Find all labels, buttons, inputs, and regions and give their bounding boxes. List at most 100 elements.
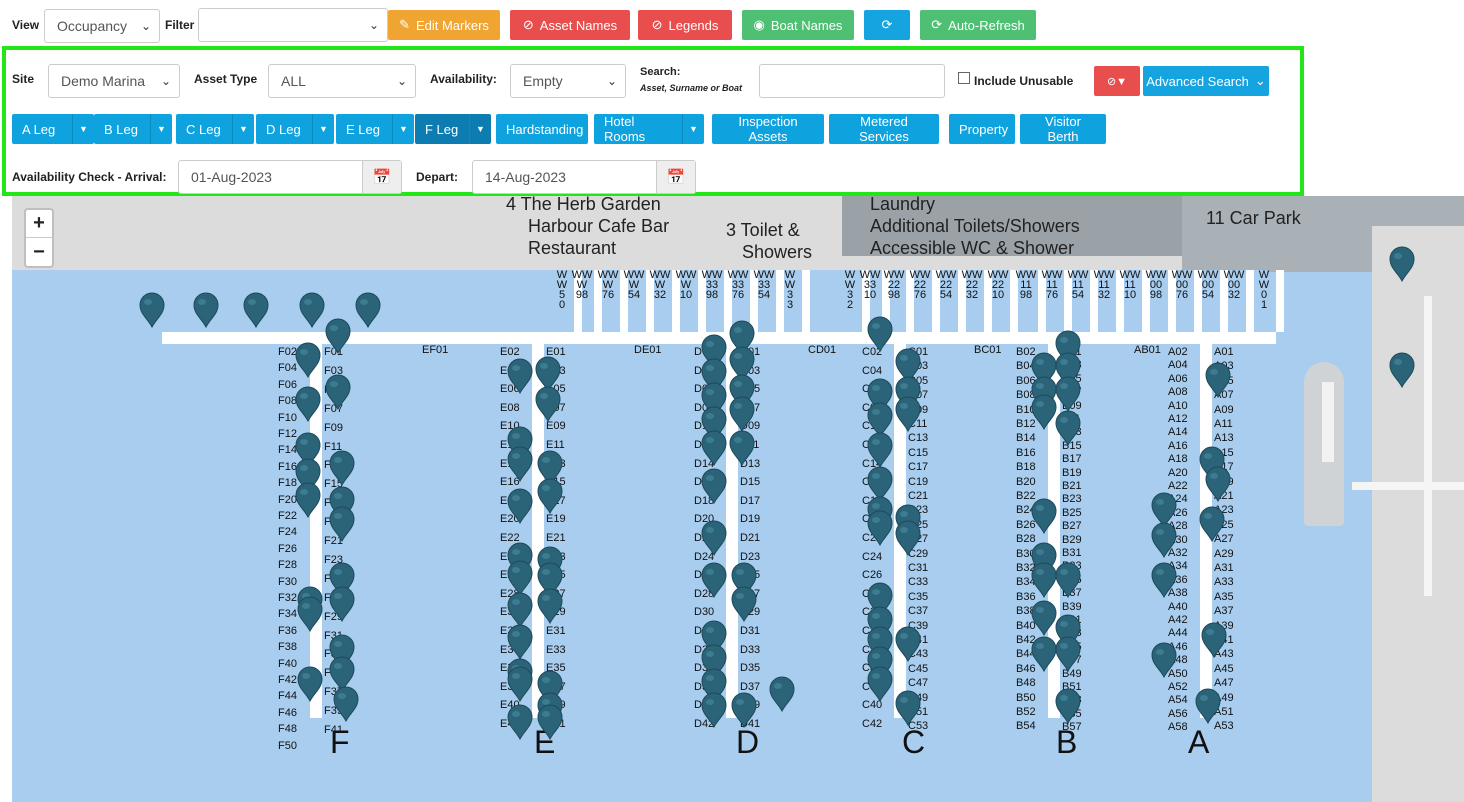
map-marker-icon[interactable]	[536, 450, 564, 487]
berth-b16[interactable]: B16	[1016, 446, 1036, 459]
map-marker-icon[interactable]	[536, 670, 564, 707]
berth-c15[interactable]: C15	[908, 446, 929, 459]
map-marker-icon[interactable]	[866, 582, 894, 619]
berth-f28[interactable]: F28	[278, 559, 297, 572]
berth-d35[interactable]: D35	[740, 662, 761, 675]
caret-down-icon[interactable]: ▼	[150, 114, 172, 144]
berth-b26[interactable]: B26	[1016, 518, 1036, 531]
berth-b24[interactable]: B24	[1016, 504, 1036, 517]
berth-f32[interactable]: F32	[278, 592, 297, 604]
caret-down-icon[interactable]: ▼	[392, 114, 414, 144]
map-marker-icon[interactable]	[700, 430, 728, 467]
search-input[interactable]	[759, 64, 945, 98]
map-marker-icon[interactable]	[728, 430, 756, 467]
map-marker-icon[interactable]	[1054, 614, 1082, 651]
map-marker-icon[interactable]	[1030, 562, 1058, 599]
map-marker-icon[interactable]	[894, 376, 922, 413]
berth-e19[interactable]: E19	[546, 513, 566, 526]
berth-a06[interactable]: A06	[1168, 372, 1188, 385]
asset-names-button[interactable]: ⊘ Asset Names	[510, 10, 630, 40]
berth-a13[interactable]: A13	[1214, 432, 1234, 445]
berth-a38[interactable]: A38	[1168, 587, 1188, 600]
map-marker-icon[interactable]	[324, 318, 352, 355]
map-marker-icon[interactable]	[506, 446, 534, 483]
leg-button-a-leg[interactable]: A Leg ▼	[12, 114, 94, 144]
berth-b29[interactable]: B29	[1062, 533, 1082, 546]
caret-down-icon[interactable]: ▼	[682, 114, 704, 144]
berth-c13[interactable]: C13	[908, 432, 929, 445]
map-marker-icon[interactable]	[328, 562, 356, 599]
map-marker-icon[interactable]	[728, 320, 756, 357]
auto-refresh-button[interactable]: ⟳ Auto-Refresh	[920, 10, 1036, 40]
map-marker-icon[interactable]	[328, 486, 356, 523]
berth-d33[interactable]: D33	[740, 643, 761, 656]
berth-f14[interactable]: F14	[278, 444, 297, 457]
berth-c02[interactable]: C02	[862, 346, 883, 358]
berth-b19[interactable]: B19	[1062, 466, 1082, 479]
berth-a12[interactable]: A12	[1168, 413, 1188, 425]
map-marker-icon[interactable]	[1198, 446, 1226, 483]
caret-down-icon[interactable]: ▼	[72, 114, 94, 144]
berth-b40[interactable]: B40	[1016, 619, 1036, 632]
map-marker-icon[interactable]	[1054, 410, 1082, 447]
berth-f26[interactable]: F26	[278, 542, 297, 555]
berth-a56[interactable]: A56	[1168, 707, 1188, 720]
berth-a20[interactable]: A20	[1168, 466, 1188, 479]
berth-d15[interactable]: D15	[740, 476, 761, 489]
map-marker-icon[interactable]	[536, 704, 564, 741]
berth-c29[interactable]: C29	[908, 547, 929, 560]
map-marker-icon[interactable]	[894, 626, 922, 663]
map-marker-icon[interactable]	[866, 466, 894, 503]
berth-f02[interactable]: F02	[278, 346, 297, 358]
map-marker-icon[interactable]	[730, 562, 758, 599]
map-marker-icon[interactable]	[506, 426, 534, 463]
berth-f41[interactable]: F41	[324, 724, 343, 736]
berth-a02[interactable]: A02	[1168, 346, 1188, 358]
berth-f18[interactable]: F18	[278, 477, 297, 490]
berth-a16[interactable]: A16	[1168, 439, 1188, 452]
map-marker-icon[interactable]	[728, 396, 756, 433]
legends-button[interactable]: ⊘ Legends	[638, 10, 732, 40]
map-marker-icon[interactable]	[700, 644, 728, 681]
map-marker-icon[interactable]	[328, 634, 356, 671]
map-marker-icon[interactable]	[1054, 688, 1082, 725]
berth-a09[interactable]: A09	[1214, 403, 1234, 416]
map-marker-icon[interactable]	[866, 432, 894, 469]
berth-c19[interactable]: C19	[908, 475, 929, 488]
berth-d18[interactable]: D18	[694, 494, 715, 507]
map-marker-icon[interactable]	[866, 378, 894, 415]
berth-f08[interactable]: F08	[278, 395, 297, 408]
berth-a31[interactable]: A31	[1214, 562, 1234, 574]
berth-f16[interactable]: F16	[278, 460, 297, 473]
berth-b02[interactable]: B02	[1016, 346, 1036, 358]
berth-c37[interactable]: C37	[908, 605, 929, 618]
map-marker-icon[interactable]	[332, 686, 360, 723]
map-marker-icon[interactable]	[536, 588, 564, 625]
map-marker-icon[interactable]	[1030, 542, 1058, 579]
berth-a01[interactable]: A01	[1214, 346, 1234, 358]
map-marker-icon[interactable]	[1150, 492, 1178, 529]
refresh-button[interactable]: ⟳	[864, 10, 910, 40]
map-marker-icon[interactable]	[700, 620, 728, 657]
map-marker-icon[interactable]	[506, 666, 534, 703]
map-marker-icon[interactable]	[730, 586, 758, 623]
map-marker-icon[interactable]	[1388, 352, 1416, 389]
map-marker-icon[interactable]	[1054, 352, 1082, 389]
map-marker-icon[interactable]	[700, 406, 728, 443]
map-marker-icon[interactable]	[700, 334, 728, 371]
berth-b21[interactable]: B21	[1062, 480, 1082, 492]
map-marker-icon[interactable]	[1204, 466, 1232, 503]
berth-a40[interactable]: A40	[1168, 600, 1188, 613]
map-marker-icon[interactable]	[894, 396, 922, 433]
asset-type-select[interactable]: ALL ⌄	[268, 64, 416, 98]
berth-a08[interactable]: A08	[1168, 386, 1188, 399]
map-marker-icon[interactable]	[1054, 330, 1082, 367]
berth-b23[interactable]: B23	[1062, 493, 1082, 506]
map-marker-icon[interactable]	[324, 374, 352, 411]
map-marker-icon[interactable]	[1054, 562, 1082, 599]
berth-b12[interactable]: B12	[1016, 418, 1036, 430]
berth-b17[interactable]: B17	[1062, 453, 1082, 466]
map-marker-icon[interactable]	[700, 520, 728, 557]
berth-c24[interactable]: C24	[862, 550, 883, 563]
advanced-search-button[interactable]: Advanced Search ⌄	[1143, 66, 1269, 96]
